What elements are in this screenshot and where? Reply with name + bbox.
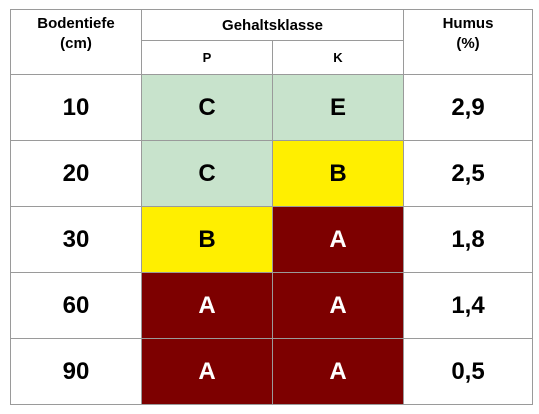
p-class-cell: A <box>141 338 273 405</box>
humus-cell: 0,5 <box>403 338 533 405</box>
k-class-cell: B <box>272 140 404 207</box>
header-humus-unit: (%) <box>456 35 480 53</box>
depth-cell: 30 <box>10 206 142 273</box>
depth-cell: 20 <box>10 140 142 207</box>
soil-content-table: Bodentiefe (cm) Gehaltsklasse Humus (%) … <box>10 9 533 405</box>
humus-cell: 1,4 <box>403 272 533 339</box>
header-humus: Humus (%) <box>403 9 533 75</box>
table-row: 90 A A 0,5 <box>10 338 533 405</box>
humus-cell: 2,5 <box>403 140 533 207</box>
table-row: 60 A A 1,4 <box>10 272 533 339</box>
header-depth-label: Bodentiefe <box>37 15 115 32</box>
p-class-cell: B <box>141 206 273 273</box>
header-p: P <box>141 40 273 75</box>
k-class-cell: E <box>272 74 404 141</box>
depth-cell: 60 <box>10 272 142 339</box>
header-k: K <box>272 40 404 75</box>
table-row: 20 C B 2,5 <box>10 140 533 207</box>
humus-cell: 1,8 <box>403 206 533 273</box>
p-class-cell: C <box>141 74 273 141</box>
k-class-cell: A <box>272 206 404 273</box>
p-class-cell: C <box>141 140 273 207</box>
header-depth-unit: (cm) <box>60 35 92 53</box>
p-class-cell: A <box>141 272 273 339</box>
humus-cell: 2,9 <box>403 74 533 141</box>
k-class-cell: A <box>272 338 404 405</box>
header-humus-label: Humus <box>442 15 494 32</box>
k-class-cell: A <box>272 272 404 339</box>
depth-cell: 10 <box>10 74 142 141</box>
table-row: 10 C E 2,9 <box>10 74 533 141</box>
table-row: 30 B A 1,8 <box>10 206 533 273</box>
depth-cell: 90 <box>10 338 142 405</box>
header-depth: Bodentiefe (cm) <box>10 9 142 75</box>
header-class: Gehaltsklasse <box>141 9 404 41</box>
